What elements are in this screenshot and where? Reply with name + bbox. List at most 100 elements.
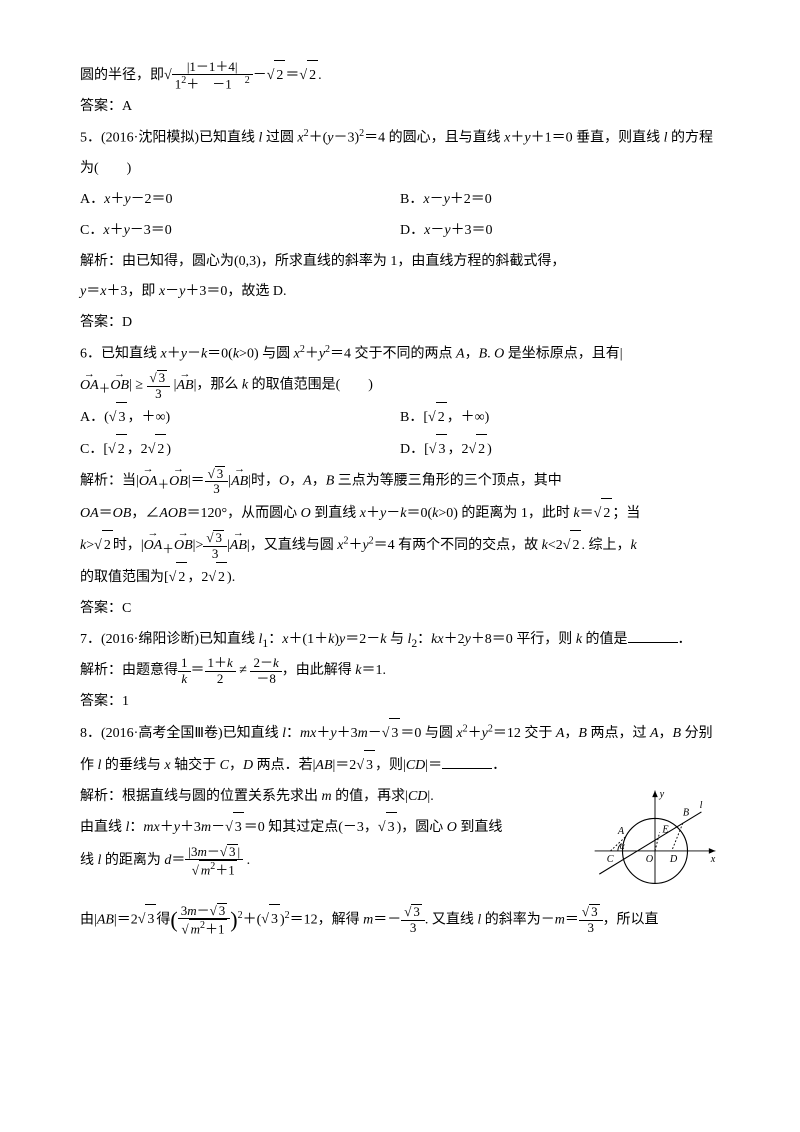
q6-sol4: 的取值范围为[√2，2√2). xyxy=(80,562,720,594)
q6-stem2: OA＋OB| ≥ √33 |AB|，那么 k 的取值范围是( ) xyxy=(80,370,720,402)
t: 的取值范围为[ xyxy=(80,570,169,585)
t: 由 xyxy=(80,912,94,927)
t: 的距离为 xyxy=(101,853,164,868)
t: 5．(2016·沈阳模拟)已知直线 xyxy=(80,130,259,145)
t: ，则 xyxy=(375,758,403,773)
q5-opts-ab: A．x＋y－2＝0 B．x－y＋2＝0 xyxy=(80,185,720,216)
l: ，＋∞) xyxy=(127,410,170,425)
q6-answer: 答案：C xyxy=(80,594,720,625)
l: ，2 xyxy=(127,442,148,457)
lbl-D: D xyxy=(669,854,678,865)
t: 垂直，则直线 xyxy=(573,130,664,145)
t: 三点为等腰三角形的三个顶点，其中 xyxy=(334,474,562,489)
t: ，解得 xyxy=(318,912,364,927)
q6-opts-ab: A．(√3，＋∞) B．[√2，＋∞) xyxy=(80,402,720,434)
opt-a-label: A． xyxy=(80,192,104,207)
blank xyxy=(442,754,492,769)
lbl-l: l xyxy=(700,800,703,811)
t: ；当 xyxy=(612,506,640,521)
t: 两点，过 xyxy=(587,726,650,741)
eq: －√2＝√2. xyxy=(253,68,322,83)
t: ，故选 D. xyxy=(227,284,286,299)
t: 的圆心，且与直线 xyxy=(385,130,504,145)
l: ，2 xyxy=(447,442,468,457)
frac: |1－1＋4|12＋ －1 2 xyxy=(172,60,253,92)
sqrt-expr: √ xyxy=(164,68,172,83)
t: 与 xyxy=(386,632,407,647)
t: ，那么 xyxy=(196,378,242,393)
t: 与圆 xyxy=(421,726,456,741)
q5-stem: 5．(2016·沈阳模拟)已知直线 l 过圆 x2＋(y－3)2＝4 的圆心，且… xyxy=(80,123,720,185)
t: 时， xyxy=(113,538,141,553)
t: . 综上， xyxy=(581,538,630,553)
t: 解析：由题意得 xyxy=(80,663,178,678)
q5-opts-cd: C．x＋y－3＝0 D．x－y＋3＝0 xyxy=(80,216,720,247)
t: 知其过定点 xyxy=(265,820,339,835)
t: 的垂线与 xyxy=(101,758,164,773)
t: 得 xyxy=(156,912,170,927)
t: 平行，则 xyxy=(513,632,576,647)
t: 有两个不同的交点，故 xyxy=(395,538,542,553)
q7-stem: 7．(2016·绵阳诊断)已知直线 l1：x＋(1＋k)y＝2－k 与 l2：k… xyxy=(80,625,720,656)
q7-sol: 解析：由题意得1k＝1＋k2 ≠ 2－k－8，由此解得 k＝1. xyxy=(80,656,720,687)
t: 由直线 xyxy=(80,820,126,835)
t: ： xyxy=(286,726,300,741)
l: D．[ xyxy=(400,442,429,457)
blank xyxy=(628,628,678,643)
q4-answer: 答案：A xyxy=(80,92,720,123)
q4-radius-line: 圆的半径，即√|1－1＋4|12＋ －1 2－√2＝√2. xyxy=(80,60,720,92)
l: ) xyxy=(166,442,171,457)
l: ，＋∞) xyxy=(447,410,490,425)
lbl-C: C xyxy=(607,854,614,865)
t: 交于 xyxy=(521,726,556,741)
lbl-O: O xyxy=(646,854,654,865)
t: ，由此解得 xyxy=(282,663,356,678)
q6-sol3: k>√2时，|OA＋OB|>√33|AB|，又直线与圆 x2＋y2＝4 有两个不… xyxy=(80,530,720,562)
q7-answer: 答案：1 xyxy=(80,687,720,718)
t: ，2 xyxy=(187,570,208,585)
t: . 又直线 xyxy=(425,912,478,927)
t: 6．已知直线 xyxy=(80,347,161,362)
q5-sol: 解析：由已知得，圆心为(0,3)，所求直线的斜率为 1，由直线方程的斜截式得， xyxy=(80,247,720,278)
t: ，又直线与圆 xyxy=(250,538,338,553)
t: 的斜率为 xyxy=(481,912,541,927)
t: 两点．若 xyxy=(253,758,313,773)
t: ： xyxy=(129,820,143,835)
q5-sol2: y＝x＋3，即 x－y＋3＝0，故选 D. xyxy=(80,277,720,308)
q8-sol4: 由|AB|＝2√3得(3m－√3√m2＋1)2＋(√3)2＝12，解得 m＝－√… xyxy=(80,896,720,944)
t: 7．(2016·绵阳诊断)已知直线 xyxy=(80,632,259,647)
vec-OA: OA xyxy=(80,371,99,402)
q5-answer: 答案：D xyxy=(80,308,720,339)
opt-c-label: C． xyxy=(80,223,103,238)
lbl-A: A xyxy=(617,826,625,837)
opt-b-label: B． xyxy=(400,192,423,207)
t: 8．(2016·高考全国Ⅲ卷)已知直线 xyxy=(80,726,282,741)
q6-sol1: 解析：当|OA＋OB|＝√33|AB|时，O，A，B 三点为等腰三角形的三个顶点… xyxy=(80,466,720,498)
t: 的值，再求 xyxy=(332,789,406,804)
t: 解析：由已知得，圆心为(0,3)，所求直线的斜率为 1，由直线方程的斜截式得， xyxy=(80,254,565,269)
vec-OB: OB xyxy=(110,371,129,402)
frac: √33 xyxy=(147,370,171,401)
t: 的值是 xyxy=(582,632,628,647)
t: ，从而圆心 xyxy=(227,506,301,521)
t: 是坐标原点，且有 xyxy=(504,347,620,362)
t: ). xyxy=(227,570,235,585)
t: ，圆心 xyxy=(401,820,447,835)
opt-d-label: D． xyxy=(400,223,424,238)
q8-stem1: 8．(2016·高考全国Ⅲ卷)已知直线 l：mx＋y＋3m－√3＝0 与圆 x2… xyxy=(80,718,720,782)
t: ，即 xyxy=(127,284,159,299)
t: 与圆 xyxy=(259,347,294,362)
t: 交于不同的两点 xyxy=(351,347,456,362)
t: 到直线 xyxy=(457,820,503,835)
t: 轴交于 xyxy=(171,758,220,773)
vec-AB: AB xyxy=(176,371,193,402)
l: A．( xyxy=(80,410,109,425)
l: ) xyxy=(487,442,492,457)
t: 解析：当 xyxy=(80,474,136,489)
t: 到直线 xyxy=(311,506,360,521)
t: 时， xyxy=(251,474,279,489)
t: 的距离为 1，此时 xyxy=(458,506,574,521)
t: 过圆 xyxy=(262,130,297,145)
q8-figure: y x B l A E C O D α xyxy=(590,782,720,892)
t: ，所以直 xyxy=(603,912,659,927)
